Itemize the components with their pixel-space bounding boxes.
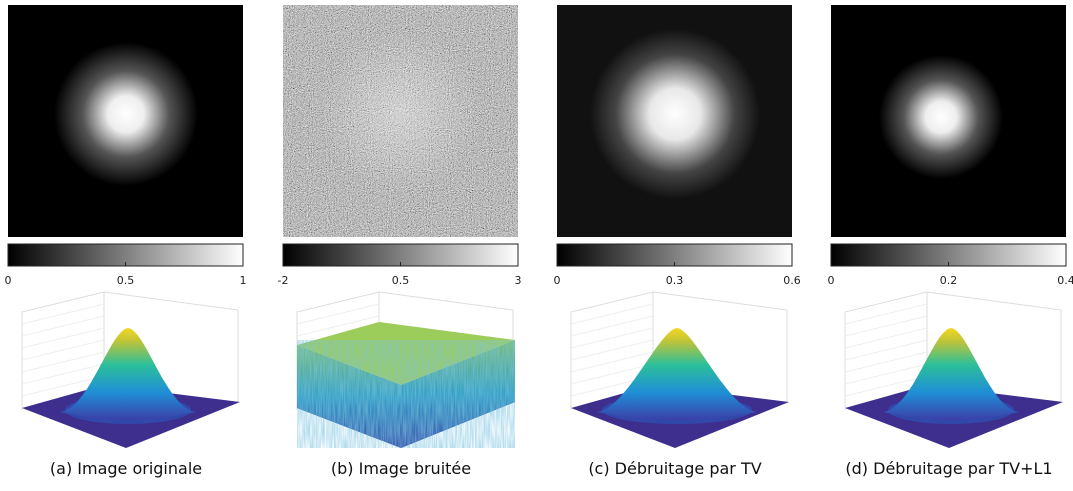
axes-grid [844, 315, 928, 337]
surface-plot [570, 291, 789, 448]
colorbar-tick-label: 3 [515, 274, 522, 287]
noise-blob [320, 32, 480, 192]
colorbar-tick-label: 0 [554, 274, 561, 287]
axes-grid [21, 351, 105, 373]
gaussian-blob [54, 42, 198, 186]
noisy-top [297, 322, 515, 385]
axes-grid [296, 303, 380, 325]
axes-grid [844, 363, 928, 385]
axes-grid [570, 303, 654, 325]
colorbar-tick-label: 0.4 [1057, 274, 1073, 287]
axes-grid [21, 375, 105, 397]
axes-grid [296, 315, 380, 337]
axes-grid [570, 315, 654, 337]
axes-grid [844, 339, 928, 361]
gaussian-blob [879, 55, 1003, 179]
gaussian-blob [590, 29, 760, 199]
surface-plot [21, 291, 240, 448]
surface-plot [844, 291, 1063, 448]
colorbar-tick-label: -2 [278, 274, 289, 287]
axes-box [844, 291, 1062, 410]
axes-grid [21, 339, 105, 361]
caption: (c) Débruitage par TV [588, 459, 761, 478]
colorbar-tick-label: 0.5 [117, 274, 135, 287]
axes-box [570, 291, 788, 410]
axes-grid [570, 339, 654, 361]
colorbar-tick-label: 0.3 [666, 274, 684, 287]
axes-box [21, 291, 239, 410]
caption: (d) Débruitage par TV+L1 [845, 459, 1052, 478]
axes-grid [21, 327, 105, 349]
axes-grid [570, 363, 654, 385]
axes-grid [844, 327, 928, 349]
noisy-texture [297, 340, 515, 448]
colorbar-tick-label: 0 [5, 274, 12, 287]
colorbar-tick-label: 0.6 [783, 274, 801, 287]
caption: (a) Image originale [50, 459, 202, 478]
colorbar-tick-label: 1 [240, 274, 247, 287]
surface-peak [597, 328, 757, 420]
caption: (b) Image bruitée [331, 459, 471, 478]
axes-grid [21, 363, 105, 385]
axes-grid [21, 315, 105, 337]
axes-grid [844, 375, 928, 397]
colorbar-tick-label: 0.5 [392, 274, 410, 287]
colorbar-tick-label: 0.2 [940, 274, 958, 287]
axes-grid [844, 351, 928, 373]
surface-peak [60, 328, 196, 420]
colorbar-tick-label: 0 [828, 274, 835, 287]
axes-grid [844, 303, 928, 325]
axes-grid [570, 327, 654, 349]
axes-grid [21, 303, 105, 325]
surface-plot [296, 291, 515, 448]
axes-grid [570, 351, 654, 373]
surface-peak [883, 328, 1019, 420]
